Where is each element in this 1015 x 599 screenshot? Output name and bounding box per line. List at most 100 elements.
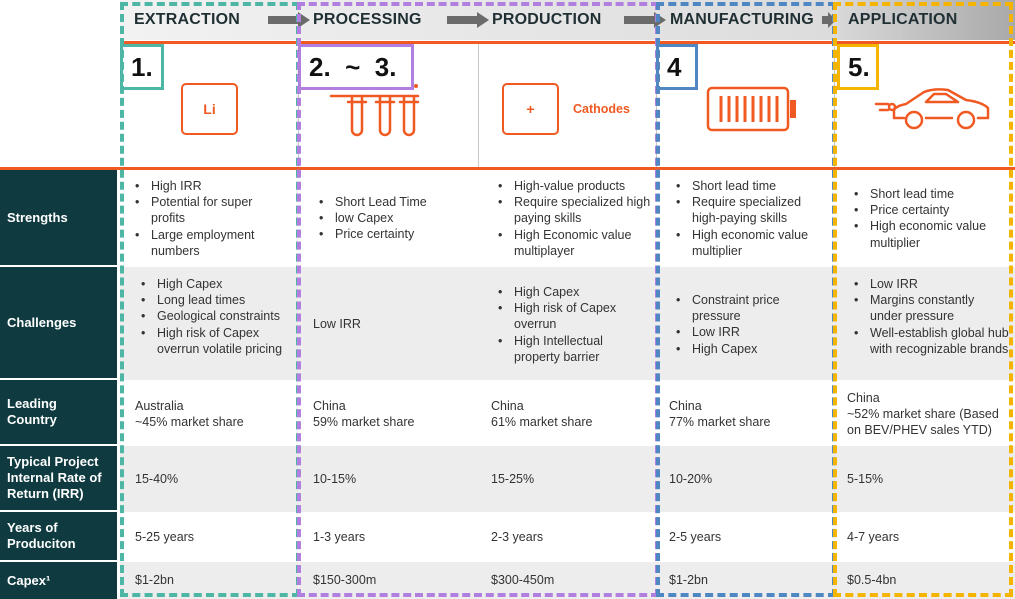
list-item: High economic value multiplier xyxy=(669,227,829,259)
lithium-symbol: Li xyxy=(203,101,216,117)
row-label-strengths: Strengths xyxy=(0,170,117,265)
cell-challenges-application: Low IRR Margins constantly under pressur… xyxy=(847,276,1009,357)
cell-text: $150-300m xyxy=(313,573,377,587)
header-divider xyxy=(120,41,1015,44)
stage-number-processing: 2. ~ 3. xyxy=(298,44,414,90)
country-name: China xyxy=(847,391,880,405)
list-item: High Economic value multiplayer xyxy=(491,227,651,259)
list-item: High IRR xyxy=(128,178,288,194)
battery-icon xyxy=(706,86,798,132)
row-leading-country xyxy=(120,380,1015,446)
stage-header-production: PRODUCTION xyxy=(478,0,656,40)
market-share: ~52% market share (Based on BEV/PHEV sal… xyxy=(847,407,999,438)
cell-country-production: China 61% market share xyxy=(491,398,651,430)
cell-country-application: China ~52% market share (Based on BEV/PH… xyxy=(847,390,1005,439)
cell-strengths-application: Short lead time Price certainty High eco… xyxy=(847,186,1007,251)
cell-text: 5-15% xyxy=(847,472,884,486)
list-item: Short lead time xyxy=(847,186,1007,202)
bullet-list: Short Lead Time low Capex Price certaint… xyxy=(312,194,427,243)
market-share: 61% market share xyxy=(491,415,593,430)
column-divider xyxy=(478,44,479,167)
list-item: High Capex xyxy=(669,341,829,357)
list-item: Well-establish global hub with recogniza… xyxy=(847,325,1009,357)
stage-label: APPLICATION xyxy=(848,11,958,28)
cell-text: 15-25% xyxy=(491,472,535,486)
list-item: Constraint price pressure xyxy=(669,292,829,324)
list-item: Short lead time xyxy=(669,178,829,194)
market-share: ~45% market share xyxy=(135,415,244,430)
cell-strengths-production: High-value products Require specialized … xyxy=(491,178,651,259)
cell-text: Low IRR xyxy=(313,317,361,331)
header-band-application xyxy=(838,0,1015,40)
row-label-capex: Capex¹ xyxy=(0,562,117,599)
cell-irr-production: 15-25% xyxy=(491,471,534,487)
bullet-list: High-value products Require specialized … xyxy=(491,178,651,259)
row-irr xyxy=(120,446,1015,512)
row-label-text: Years of Produciton xyxy=(7,520,76,551)
cell-text: $0.5-4bn xyxy=(847,573,897,587)
row-label-text: Typical Project Internal Rate of Return … xyxy=(7,454,102,501)
list-item: High risk of Capex overrun volatile pric… xyxy=(134,325,294,357)
list-item: Potential for super profits xyxy=(128,194,288,226)
list-item: Price certainty xyxy=(312,226,427,242)
list-item: Price certainty xyxy=(847,202,1007,218)
list-item: High Capex xyxy=(134,276,294,292)
list-item: High Capex xyxy=(491,284,651,300)
stage-label: PRODUCTION xyxy=(492,11,602,28)
cell-text: 5-25 years xyxy=(135,530,195,544)
country-name: China xyxy=(491,399,524,413)
list-item: Short Lead Time xyxy=(312,194,427,210)
icon-row-divider xyxy=(0,167,1015,170)
cell-strengths-extraction: High IRR Potential for super profits Lar… xyxy=(128,178,288,259)
list-item: High risk of Capex overrun xyxy=(491,300,651,332)
flow-arrow-icon xyxy=(624,12,668,28)
stage-header-manufacturing: MANUFACTURING xyxy=(656,0,836,40)
plus-sign: + xyxy=(526,101,535,117)
stage-number-application: 5. xyxy=(837,44,879,90)
cell-text: 4-7 years xyxy=(847,530,900,544)
flow-arrow-icon xyxy=(268,12,312,28)
market-share: 77% market share xyxy=(669,415,771,430)
stage-header-extraction: EXTRACTION xyxy=(120,0,298,40)
cell-strengths-manufacturing: Short lead time Require specialized high… xyxy=(669,178,829,259)
cell-country-extraction: Australia ~45% market share xyxy=(135,398,295,430)
cell-text: 10-15% xyxy=(313,472,357,486)
cell-strengths-processing: Short Lead Time low Capex Price certaint… xyxy=(312,194,472,243)
cell-capex-application: $0.5-4bn xyxy=(847,572,896,588)
cell-text: 2-3 years xyxy=(491,530,544,544)
list-item: High Intellectual property barrier xyxy=(491,333,651,365)
cell-country-manufacturing: China 77% market share xyxy=(669,398,829,430)
cell-capex-processing: $150-300m xyxy=(313,572,376,588)
flow-arrow-icon xyxy=(447,12,491,28)
cell-years-manufacturing: 2-5 years xyxy=(669,529,721,545)
column-divider xyxy=(834,44,835,167)
cell-irr-manufacturing: 10-20% xyxy=(669,471,712,487)
country-name: China xyxy=(313,399,346,413)
stage-number-manufacturing: 4 xyxy=(656,44,698,90)
cell-years-application: 4-7 years xyxy=(847,529,899,545)
list-item: Require specialized high-paying skills xyxy=(669,194,829,226)
bullet-list: High IRR Potential for super profits Lar… xyxy=(128,178,288,259)
cell-text: 15-40% xyxy=(135,472,179,486)
bullet-list: Short lead time Price certainty High eco… xyxy=(847,186,1007,251)
stage-header-processing: PROCESSING xyxy=(299,0,477,40)
list-item: Long lead times xyxy=(134,292,294,308)
cell-challenges-processing: Low IRR xyxy=(313,316,473,332)
cell-text: $300-450m xyxy=(491,573,555,587)
cell-irr-application: 5-15% xyxy=(847,471,883,487)
cell-text: 10-20% xyxy=(669,472,713,486)
cathodes-caption: Cathodes xyxy=(573,102,630,116)
row-label-text: Capex¹ xyxy=(7,572,51,588)
stage-number: 4 xyxy=(667,51,682,82)
flow-arrow-icon xyxy=(822,12,838,28)
list-item: Geological constraints xyxy=(134,308,294,324)
row-label-challenges: Challenges xyxy=(0,267,117,378)
cathode-cell-icon: + xyxy=(502,83,559,135)
cell-text: $1-2bn xyxy=(669,573,708,587)
country-name: Australia xyxy=(135,399,184,413)
row-label-text: Strengths xyxy=(7,209,68,225)
cell-challenges-extraction: High Capex Long lead times Geological co… xyxy=(134,276,294,357)
cell-country-processing: China 59% market share xyxy=(313,398,473,430)
list-item: High-value products xyxy=(491,178,651,194)
cell-text: 2-5 years xyxy=(669,530,722,544)
